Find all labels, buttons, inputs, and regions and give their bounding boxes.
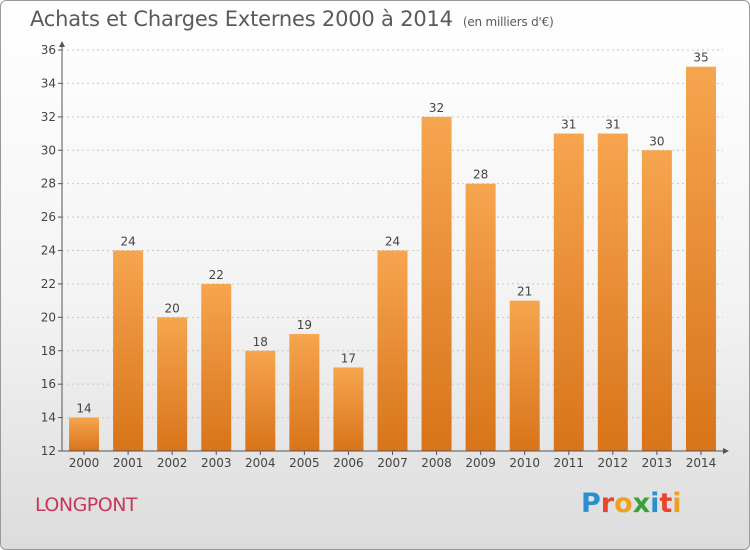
axes: 12 14 16 18 20 22 24 26 28 30 32 34 36 2000 2001 2002 20… xyxy=(41,41,729,470)
bar xyxy=(157,317,188,451)
logo-letter: o xyxy=(614,488,633,519)
chart-title: Achats et Charges Externes 2000 à 2014 (e… xyxy=(30,7,554,31)
bar-value-label: 30 xyxy=(649,134,664,148)
y-tick-label: 16 xyxy=(41,377,56,391)
x-tick-label: 2006 xyxy=(333,456,364,470)
y-tick-label: 18 xyxy=(41,344,56,358)
x-tick-label: 2011 xyxy=(553,456,584,470)
bar-value-label: 21 xyxy=(517,285,532,299)
logo-letter: P xyxy=(581,488,601,519)
bar xyxy=(201,283,232,451)
bar-value-label: 28 xyxy=(473,168,488,182)
bar-value-label: 24 xyxy=(385,235,400,249)
x-tick-label: 2007 xyxy=(377,456,408,470)
logo-letter: i xyxy=(650,488,660,519)
bar xyxy=(465,183,496,451)
logo-letter: r xyxy=(600,488,615,519)
proxiti-logo: Proxiti xyxy=(581,488,682,519)
bar xyxy=(685,66,716,451)
bar-value-label: 19 xyxy=(297,318,312,332)
bar xyxy=(597,133,628,451)
bar-value-label: 22 xyxy=(209,268,224,282)
y-tick-label: 28 xyxy=(41,177,56,191)
x-tick-label: 2003 xyxy=(201,456,232,470)
y-axis-arrow xyxy=(59,41,65,47)
logo-letter: i xyxy=(672,488,682,519)
x-tick-label: 2013 xyxy=(642,456,673,470)
x-tick-label: 2008 xyxy=(421,456,452,470)
y-tick-label: 26 xyxy=(41,210,56,224)
bar-value-label: 14 xyxy=(76,402,91,416)
x-tick-label: 2012 xyxy=(598,456,629,470)
bar-value-label: 17 xyxy=(341,351,356,365)
bar xyxy=(113,250,144,451)
city-name: LONGPONT xyxy=(35,494,138,516)
bar-value-label: 31 xyxy=(605,118,620,132)
y-tick-label: 20 xyxy=(41,310,56,324)
y-tick-label: 34 xyxy=(41,76,56,90)
bar-value-label: 20 xyxy=(165,301,180,315)
x-tick-label: 2000 xyxy=(69,456,100,470)
x-axis-arrow xyxy=(723,448,729,454)
bar-value-label: 35 xyxy=(693,51,708,65)
bar xyxy=(421,116,452,451)
bar-value-label: 31 xyxy=(561,118,576,132)
y-tick-label: 36 xyxy=(41,43,56,57)
bars xyxy=(69,66,716,451)
bar xyxy=(289,334,320,451)
chart-unit: (en milliers d'€) xyxy=(462,15,554,29)
bar xyxy=(509,300,540,451)
x-tick-label: 2002 xyxy=(157,456,188,470)
bar-value-label: 24 xyxy=(120,235,135,249)
x-tick-label: 2009 xyxy=(465,456,496,470)
bar xyxy=(333,367,364,451)
bar xyxy=(245,350,276,451)
x-tick-label: 2014 xyxy=(686,456,717,470)
bar-value-label: 32 xyxy=(429,101,444,115)
chart-title-text: Achats et Charges Externes 2000 à 2014 xyxy=(30,7,453,31)
data-labels: 14 24 20 22 18 19 17 24 32 28 21 31 31 30 35 xyxy=(76,51,708,416)
bar xyxy=(553,133,584,451)
y-tick-label: 12 xyxy=(41,444,56,458)
x-tick-label: 2004 xyxy=(245,456,276,470)
bar xyxy=(377,250,408,451)
y-tick-label: 30 xyxy=(41,143,56,157)
bar-value-label: 18 xyxy=(253,335,268,349)
y-tick-label: 24 xyxy=(41,244,56,258)
x-tick-label: 2010 xyxy=(509,456,540,470)
logo-letter: x xyxy=(632,488,651,519)
bar xyxy=(69,417,100,451)
x-tick-label: 2001 xyxy=(113,456,144,470)
bar xyxy=(641,150,672,451)
logo-letter: t xyxy=(659,488,673,519)
y-tick-label: 22 xyxy=(41,277,56,291)
y-tick-label: 32 xyxy=(41,110,56,124)
x-tick-label: 2005 xyxy=(289,456,320,470)
y-tick-label: 14 xyxy=(41,411,56,425)
